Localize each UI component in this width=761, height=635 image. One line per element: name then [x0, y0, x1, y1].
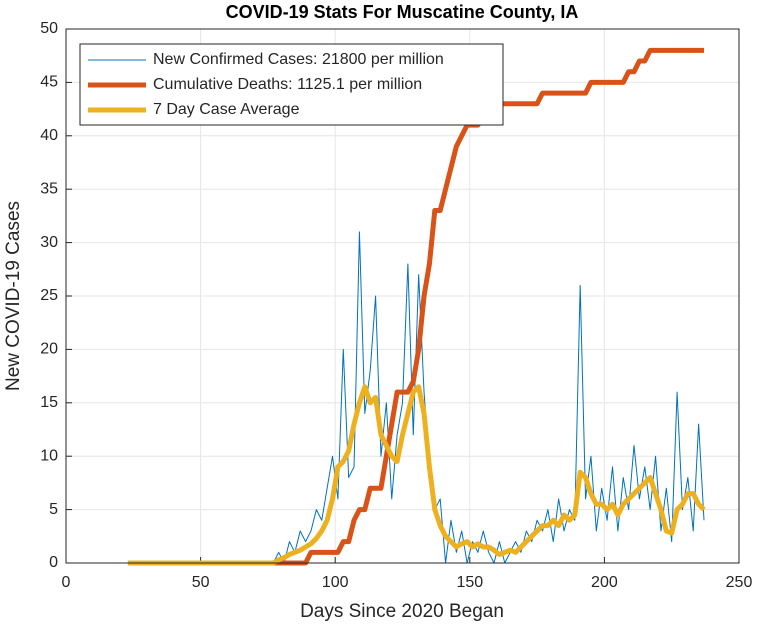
- x-tick-label: 150: [456, 574, 483, 591]
- y-tick-label: 25: [40, 287, 58, 304]
- legend-label: 7 Day Case Average: [153, 101, 300, 118]
- y-tick-label: 0: [49, 554, 58, 571]
- legend: New Confirmed Cases: 21800 per million Cu…: [79, 43, 504, 126]
- legend-label: New Confirmed Cases: 21800 per million: [153, 51, 444, 68]
- y-tick-label: 50: [40, 20, 58, 37]
- y-tick-label: 10: [40, 447, 58, 464]
- y-tick-label: 40: [40, 127, 58, 144]
- chart-title: COVID-19 Stats For Muscatine County, IA: [226, 2, 579, 22]
- x-tick-label: 200: [591, 574, 618, 591]
- x-tick-label: 100: [322, 574, 349, 591]
- y-tick-label: 30: [40, 234, 58, 251]
- x-tick-label: 250: [726, 574, 753, 591]
- legend-label: Cumulative Deaths: 1125.1 per million: [153, 76, 422, 93]
- y-tick-label: 15: [40, 394, 58, 411]
- x-tick-label: 50: [192, 574, 210, 591]
- y-axis-label: New COVID-19 Cases: [3, 201, 24, 391]
- x-tick-label: 0: [62, 574, 71, 591]
- x-axis-label: Days Since 2020 Began: [300, 601, 504, 622]
- y-tick-label: 45: [40, 74, 58, 91]
- y-tick-label: 35: [40, 180, 58, 197]
- y-tick-label: 5: [49, 501, 58, 518]
- plot-frame: [65, 28, 740, 564]
- y-tick-label: 20: [40, 341, 58, 358]
- legend-box: [79, 43, 504, 126]
